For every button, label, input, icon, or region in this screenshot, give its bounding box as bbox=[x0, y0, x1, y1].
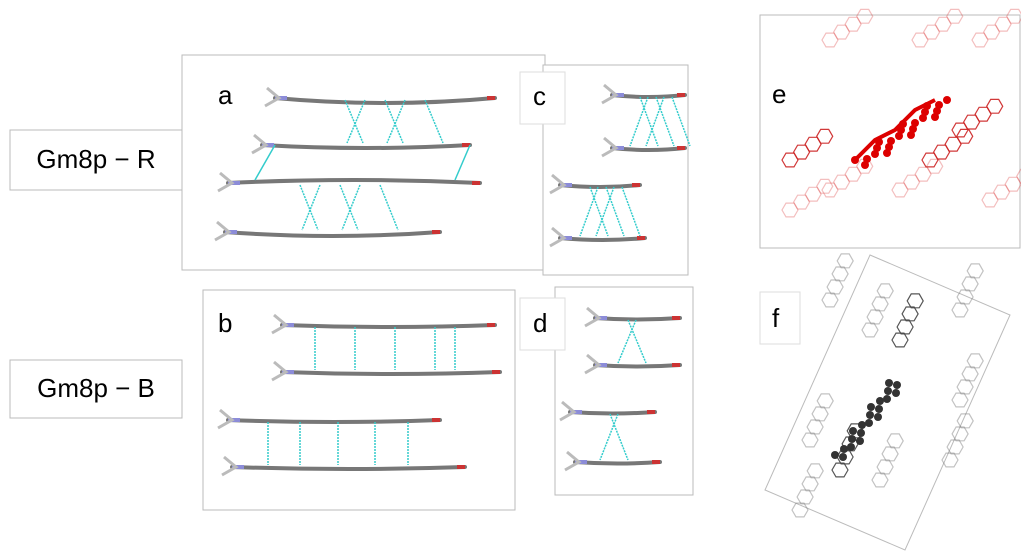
panel-letter: f bbox=[772, 303, 780, 333]
atom bbox=[935, 101, 943, 109]
atom bbox=[875, 405, 883, 413]
atom bbox=[856, 437, 864, 445]
panel-letter: e bbox=[772, 79, 786, 109]
atom bbox=[884, 387, 892, 395]
atom bbox=[847, 443, 855, 451]
atom bbox=[867, 403, 875, 411]
atom bbox=[857, 429, 865, 437]
molecule bbox=[228, 420, 440, 422]
row-label: Gm8p − B bbox=[37, 373, 155, 403]
molecule bbox=[595, 365, 680, 367]
ring bbox=[967, 264, 983, 278]
ring bbox=[962, 277, 978, 291]
row-label: Gm8p − R bbox=[36, 144, 155, 174]
panel-letter: d bbox=[533, 308, 547, 338]
atom bbox=[858, 421, 866, 429]
molecule bbox=[570, 412, 655, 414]
atom bbox=[885, 379, 893, 387]
molecule bbox=[595, 318, 680, 320]
panel-letter: b bbox=[218, 308, 232, 338]
panel-letter: c bbox=[533, 81, 546, 111]
atom bbox=[849, 427, 857, 435]
molecule bbox=[282, 325, 495, 327]
atom bbox=[866, 411, 874, 419]
atom bbox=[911, 119, 919, 127]
atom bbox=[831, 451, 839, 459]
atom bbox=[883, 395, 891, 403]
ring bbox=[837, 254, 853, 268]
panel-frame bbox=[182, 55, 545, 270]
molecule bbox=[232, 467, 465, 469]
molecule bbox=[282, 372, 500, 374]
atom bbox=[892, 389, 900, 397]
atom bbox=[893, 381, 901, 389]
atom bbox=[887, 137, 895, 145]
atom bbox=[839, 453, 847, 461]
ring bbox=[822, 293, 838, 307]
atom bbox=[840, 445, 848, 453]
atom bbox=[865, 419, 873, 427]
molecule bbox=[560, 238, 645, 240]
letter-bg bbox=[760, 292, 800, 344]
panel-letter: a bbox=[218, 80, 233, 110]
ring bbox=[832, 267, 848, 281]
atom bbox=[874, 413, 882, 421]
atom bbox=[876, 397, 884, 405]
molecule bbox=[575, 462, 660, 464]
atom bbox=[943, 96, 951, 104]
figure: Gm8p − R Gm8p − B a b c d e f bbox=[0, 0, 1021, 553]
atom bbox=[863, 155, 871, 163]
ring bbox=[827, 280, 843, 294]
atom bbox=[848, 435, 856, 443]
